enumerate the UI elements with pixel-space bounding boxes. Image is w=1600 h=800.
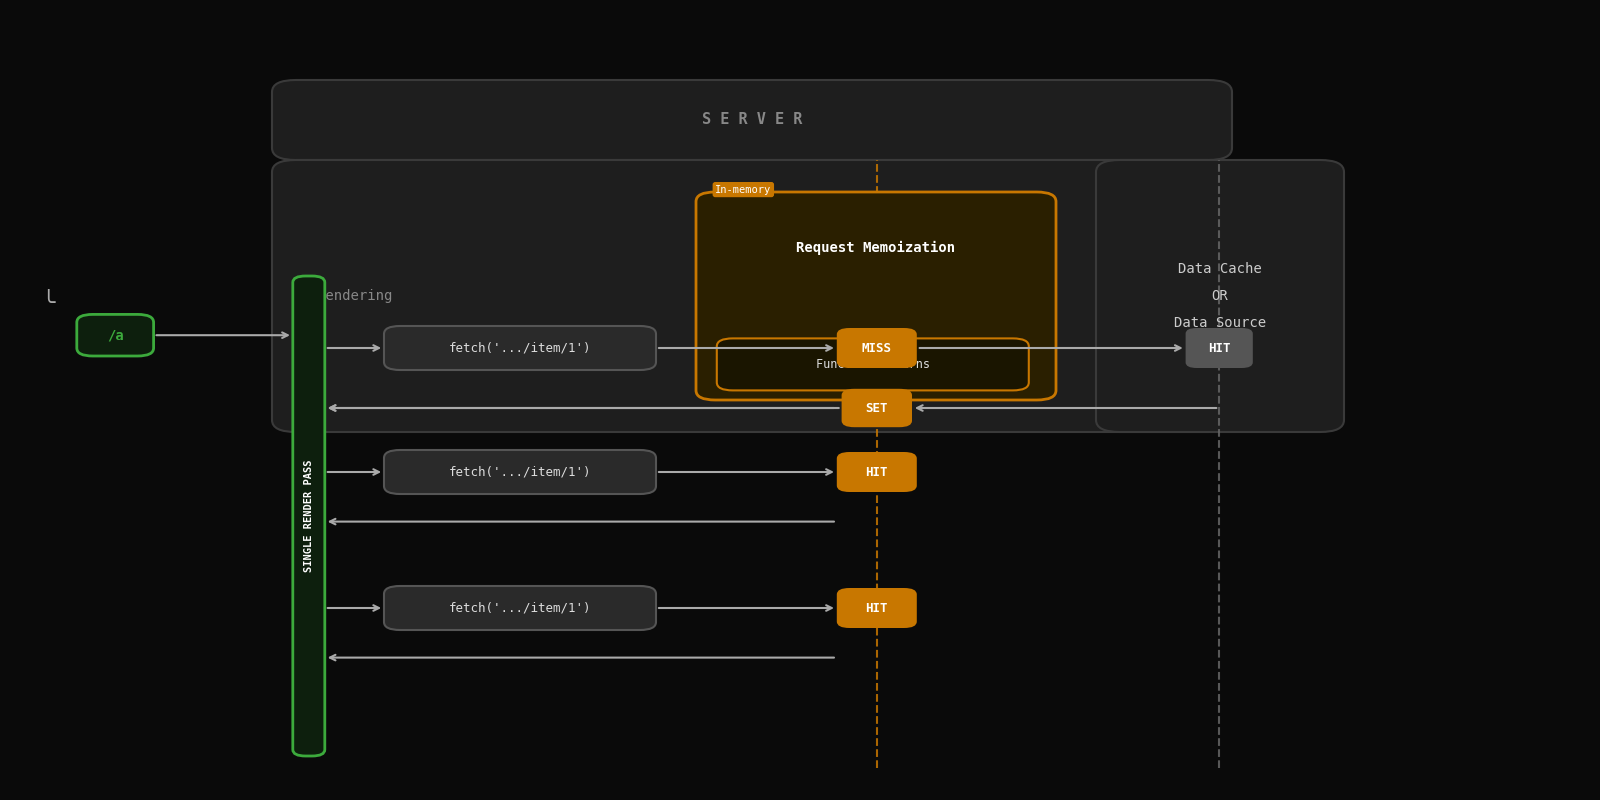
FancyBboxPatch shape [842,389,912,427]
Text: SINGLE RENDER PASS: SINGLE RENDER PASS [304,460,314,572]
Text: In-memory: In-memory [715,185,771,194]
Text: HIT: HIT [866,602,888,614]
FancyBboxPatch shape [717,338,1029,390]
FancyBboxPatch shape [77,314,154,356]
FancyBboxPatch shape [272,80,1232,160]
Text: fetch('.../item/1'): fetch('.../item/1') [448,342,592,354]
FancyBboxPatch shape [837,328,917,368]
Text: S E R V E R: S E R V E R [702,113,802,127]
FancyBboxPatch shape [293,276,325,756]
Text: Request Memoization: Request Memoization [797,241,955,255]
FancyBboxPatch shape [272,160,1232,432]
Text: ╰: ╰ [42,294,54,314]
Text: fetch('.../item/1'): fetch('.../item/1') [448,602,592,614]
FancyBboxPatch shape [1186,328,1253,368]
Text: Rendering: Rendering [317,289,392,303]
FancyBboxPatch shape [837,588,917,628]
Text: Function Returns: Function Returns [816,358,930,371]
FancyBboxPatch shape [384,586,656,630]
FancyBboxPatch shape [1096,160,1344,432]
Text: HIT: HIT [1208,342,1230,354]
FancyBboxPatch shape [837,452,917,492]
Text: MISS: MISS [862,342,891,354]
Text: Data Cache
OR
Data Source: Data Cache OR Data Source [1174,262,1266,330]
Text: SET: SET [866,402,888,414]
Text: HIT: HIT [866,466,888,478]
FancyBboxPatch shape [696,192,1056,400]
Text: fetch('.../item/1'): fetch('.../item/1') [448,466,592,478]
FancyBboxPatch shape [384,326,656,370]
FancyBboxPatch shape [384,450,656,494]
Text: /a: /a [107,328,123,342]
